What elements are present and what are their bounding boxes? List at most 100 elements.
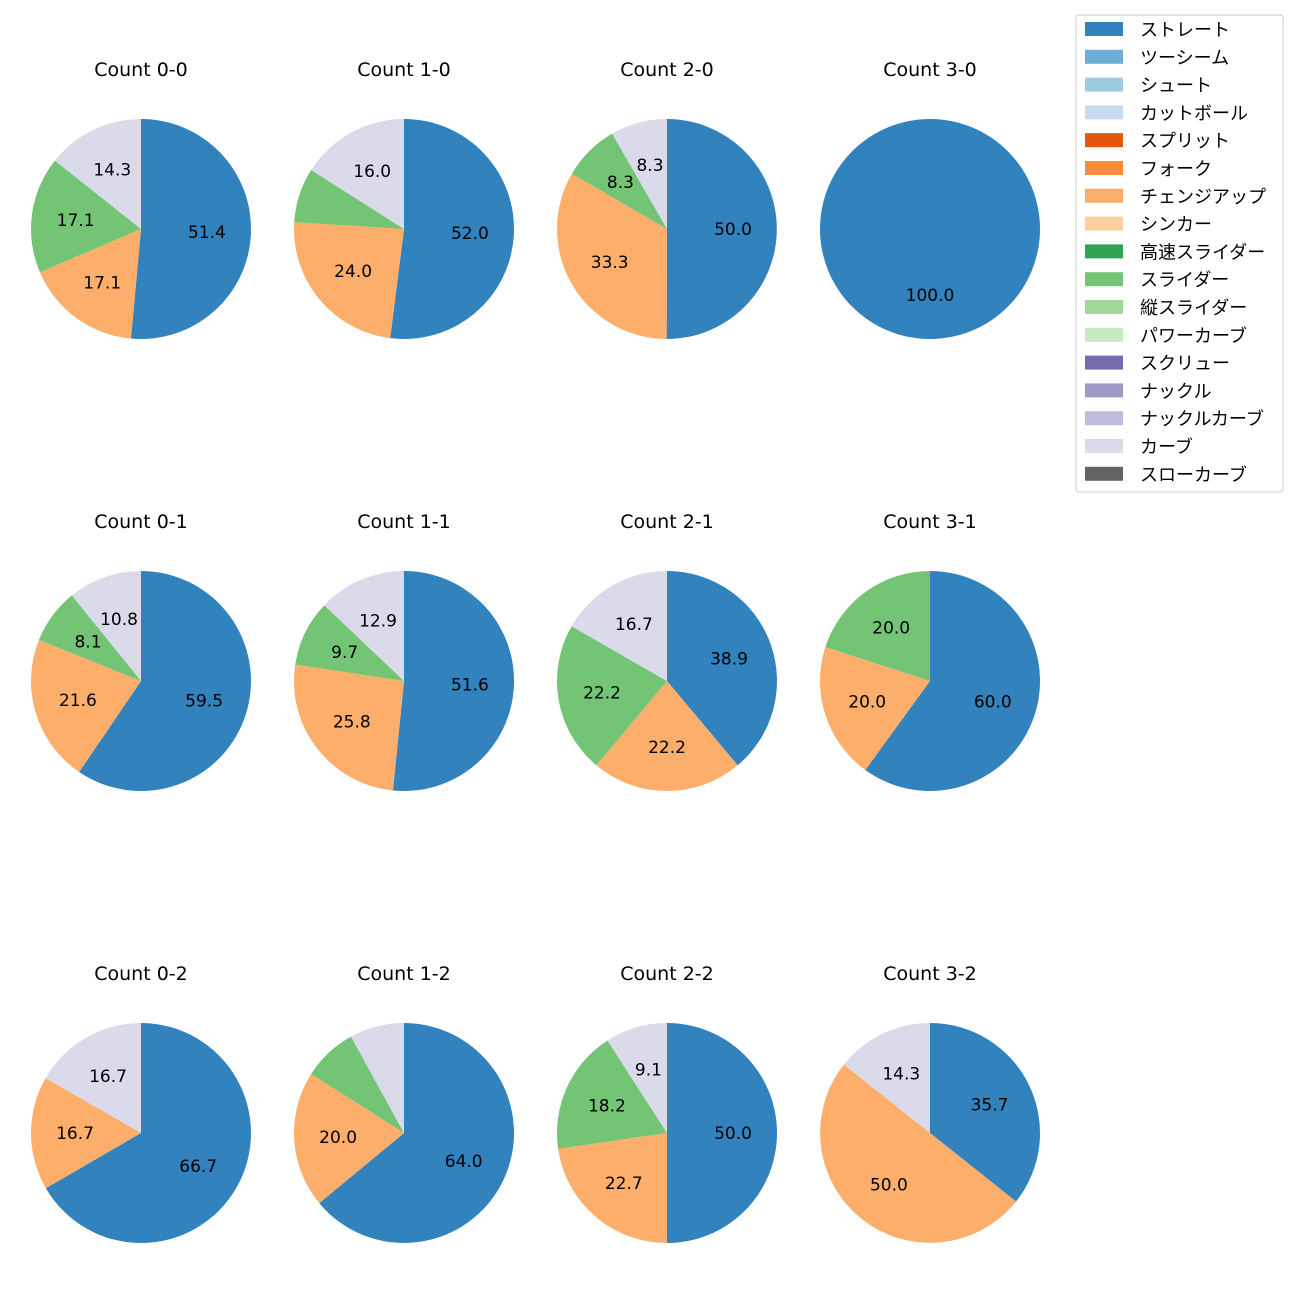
legend-swatch <box>1085 49 1123 64</box>
legend-label: スローカーブ <box>1140 464 1247 486</box>
legend-label: スライダー <box>1140 270 1229 291</box>
legend-frame <box>1075 14 1284 493</box>
slice-label: 25.8 <box>333 713 371 733</box>
pie-slice <box>556 173 667 339</box>
pie-slice <box>45 1023 141 1133</box>
pie-slice <box>71 571 141 681</box>
slice-label: 35.7 <box>971 1095 1009 1115</box>
pie-chart: Count 1-2 64.0 20.0 <box>293 963 514 1243</box>
chart-title: Count 2-1 <box>620 511 714 533</box>
slice-label: 66.7 <box>179 1157 217 1177</box>
pie-slice <box>311 1036 404 1133</box>
pie-slice <box>571 571 667 681</box>
legend-label: ストレート <box>1140 20 1230 41</box>
pie-slice <box>596 681 738 791</box>
slice-label: 22.7 <box>605 1174 643 1194</box>
slice-label: 12.9 <box>359 611 397 631</box>
pie-chart: Count 2-0 50.0 33.3 8.38.3 <box>556 59 777 340</box>
slice-label: 8.1 <box>74 633 101 653</box>
pie-slice <box>612 118 667 229</box>
legend-swatch <box>1085 466 1123 481</box>
chart-title: Count 3-0 <box>883 59 977 81</box>
chart-title: Count 3-1 <box>883 511 977 533</box>
slice-label: 50.0 <box>714 1124 752 1144</box>
legend-label: スプリット <box>1140 131 1230 152</box>
pie-chart: Count 1-0 52.0 24.0 16.0 <box>294 59 515 339</box>
pie-chart: Count 2-1 38.9 22.2 22.2 16.7 <box>556 511 777 791</box>
slice-label: 18.2 <box>588 1097 626 1117</box>
slice-label: 22.2 <box>648 738 686 758</box>
pie-slice <box>667 1023 777 1243</box>
pie-chart: Count 0-2 66.7 16.7 16.7 <box>30 963 251 1243</box>
legend-swatch <box>1085 355 1123 370</box>
pie-chart: Count 2-2 50.0 22.7 18.2 9.1 <box>557 963 777 1243</box>
pie-slice <box>38 595 142 681</box>
slice-label: 22.2 <box>583 684 621 704</box>
legend-swatch <box>1085 161 1123 175</box>
slice-label: 51.4 <box>188 223 226 243</box>
slice-label: 16.7 <box>89 1067 127 1087</box>
pie-slice <box>820 119 1040 339</box>
slice-label: 14.3 <box>882 1065 920 1085</box>
pie-chart: Count 3-2 35.7 50.0 14.3 <box>820 963 1040 1243</box>
legend-swatch <box>1085 216 1123 231</box>
pie-slice <box>54 119 141 229</box>
slice-label: 9.7 <box>331 643 358 663</box>
legend-swatch <box>1085 22 1123 36</box>
pie-slice <box>557 1040 667 1149</box>
slice-label: 24.0 <box>334 262 372 282</box>
slice-label: 64.0 <box>445 1152 483 1172</box>
legend-label: フォーク <box>1140 159 1212 180</box>
pie-slice <box>294 222 404 339</box>
pie-slice <box>930 1023 1040 1202</box>
slice-label: 20.0 <box>319 1128 357 1148</box>
pie-slice <box>819 647 930 770</box>
legend-swatch <box>1085 105 1123 120</box>
legend-swatch <box>1085 272 1123 287</box>
pie-slice <box>351 1023 404 1133</box>
slice-label: 9.1 <box>635 1061 662 1081</box>
legend-swatch <box>1085 439 1123 453</box>
pie-slice <box>865 571 1040 791</box>
pie-slice <box>130 119 252 339</box>
legend-label: チェンジアップ <box>1140 187 1266 208</box>
chart-title: Count 0-0 <box>94 59 188 81</box>
pie-slice <box>31 160 141 273</box>
legend-swatch <box>1085 327 1123 342</box>
pie-slice <box>294 170 404 229</box>
pie-chart: Count 0-1 59.5 21.6 8.1 10.8 <box>30 511 251 791</box>
legend-swatch <box>1085 383 1123 398</box>
slice-label: 38.9 <box>710 649 748 669</box>
pie-chart: Count 0-0 51.4 17.1 17.1 14.3 <box>31 59 252 339</box>
slice-label: 59.5 <box>185 691 223 711</box>
legend-swatch <box>1085 77 1123 92</box>
legend-label: カットボール <box>1140 103 1248 124</box>
pie-slice <box>820 1064 1017 1243</box>
slice-label: 100.0 <box>906 286 955 306</box>
legend-swatch <box>1085 133 1123 148</box>
slice-label: 16.0 <box>353 162 391 182</box>
pie-chart: Count 3-0 100.0 <box>820 59 1040 339</box>
slice-label: 16.7 <box>56 1124 94 1144</box>
chart-title: Count 2-2 <box>620 963 714 985</box>
pie-slice <box>607 1023 667 1133</box>
pie-slice <box>843 1023 930 1133</box>
slice-label: 8.3 <box>636 156 663 176</box>
pie-slice <box>558 1133 667 1243</box>
slice-label: 17.1 <box>57 211 95 231</box>
pie-slice <box>39 229 141 339</box>
chart-title: Count 1-0 <box>357 59 451 81</box>
slice-label: 52.0 <box>451 224 489 244</box>
legend-label: 縦スライダー <box>1140 298 1247 319</box>
pie-slice <box>30 1078 141 1189</box>
slice-label: 50.0 <box>714 220 752 240</box>
chart-title: Count 3-2 <box>883 963 977 985</box>
legend-label: パワーカーブ <box>1140 325 1247 347</box>
chart-title: Count 0-1 <box>94 511 188 533</box>
slice-label: 17.1 <box>83 273 121 293</box>
pie-slice <box>392 571 515 791</box>
slice-label: 50.0 <box>870 1176 908 1196</box>
slice-label: 16.7 <box>615 615 653 635</box>
slice-label: 60.0 <box>974 692 1012 712</box>
